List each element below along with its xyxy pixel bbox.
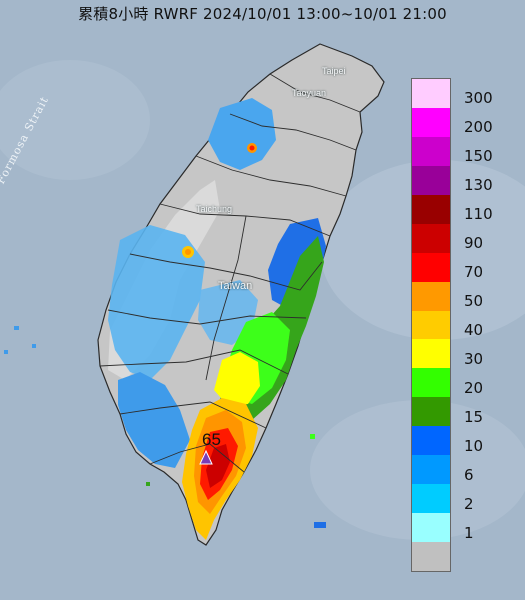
legend-label: 10 <box>464 436 484 455</box>
legend-swatch <box>412 484 450 514</box>
legend-label: 30 <box>464 349 484 368</box>
legend-label: 50 <box>464 292 484 311</box>
offshore-echo <box>32 344 36 348</box>
rain-area-6mm <box>118 372 190 468</box>
place-label-taipei: Taipei <box>322 66 346 76</box>
place-label-taoyuan: Taoyuan <box>292 88 327 98</box>
legend-swatch <box>412 542 450 572</box>
offshore-echo <box>4 350 8 354</box>
legend-swatch <box>412 136 450 167</box>
cloud-patch <box>0 60 150 180</box>
legend-swatch <box>412 281 450 312</box>
legend-label: 20 <box>464 378 484 397</box>
max-rain-marker-icon <box>199 449 213 465</box>
legend-label: 1 <box>464 523 474 542</box>
legend-swatch <box>412 426 450 456</box>
legend-swatch <box>412 165 450 196</box>
place-label-taiwan: Taiwan <box>218 280 253 292</box>
legend-label: 70 <box>464 263 484 282</box>
legend-label: 6 <box>464 465 474 484</box>
legend-label: 40 <box>464 321 484 339</box>
legend-label: 110 <box>464 205 493 224</box>
legend-swatch <box>412 397 450 427</box>
offshore-echo <box>14 326 19 330</box>
legend-label: 130 <box>464 176 493 195</box>
legend-swatch <box>412 223 450 254</box>
legend-swatch <box>412 310 450 340</box>
legend-label: 2 <box>464 494 474 513</box>
legend-label: 90 <box>464 234 484 253</box>
color-legend <box>411 78 451 572</box>
map-title: 累積8小時 RWRF 2024/10/01 13:00~10/01 21:00 <box>78 5 447 23</box>
legend-swatch <box>412 455 450 485</box>
legend-swatch <box>412 252 450 283</box>
legend-swatch <box>412 194 450 225</box>
max-rain-value: 65 <box>202 430 221 449</box>
legend-swatch <box>412 513 450 543</box>
rain-area-north <box>208 98 276 170</box>
rain-hotspot <box>185 249 191 255</box>
rain-area-30mm <box>214 352 260 406</box>
legend-swatch <box>412 368 450 398</box>
offshore-echo <box>314 522 326 528</box>
legend-label: 300 <box>464 89 493 108</box>
legend-swatch <box>412 79 450 109</box>
rain-hotspot <box>249 145 255 151</box>
county-boundaries <box>99 73 361 473</box>
offshore-echo <box>310 434 315 439</box>
legend-label: 150 <box>464 147 493 166</box>
legend-label: 200 <box>464 118 493 137</box>
legend-swatch <box>412 107 450 138</box>
place-label-taichung: Taichung <box>196 204 233 214</box>
legend-swatch <box>412 339 450 369</box>
legend-label: 15 <box>464 407 484 426</box>
offshore-echo <box>146 482 150 486</box>
